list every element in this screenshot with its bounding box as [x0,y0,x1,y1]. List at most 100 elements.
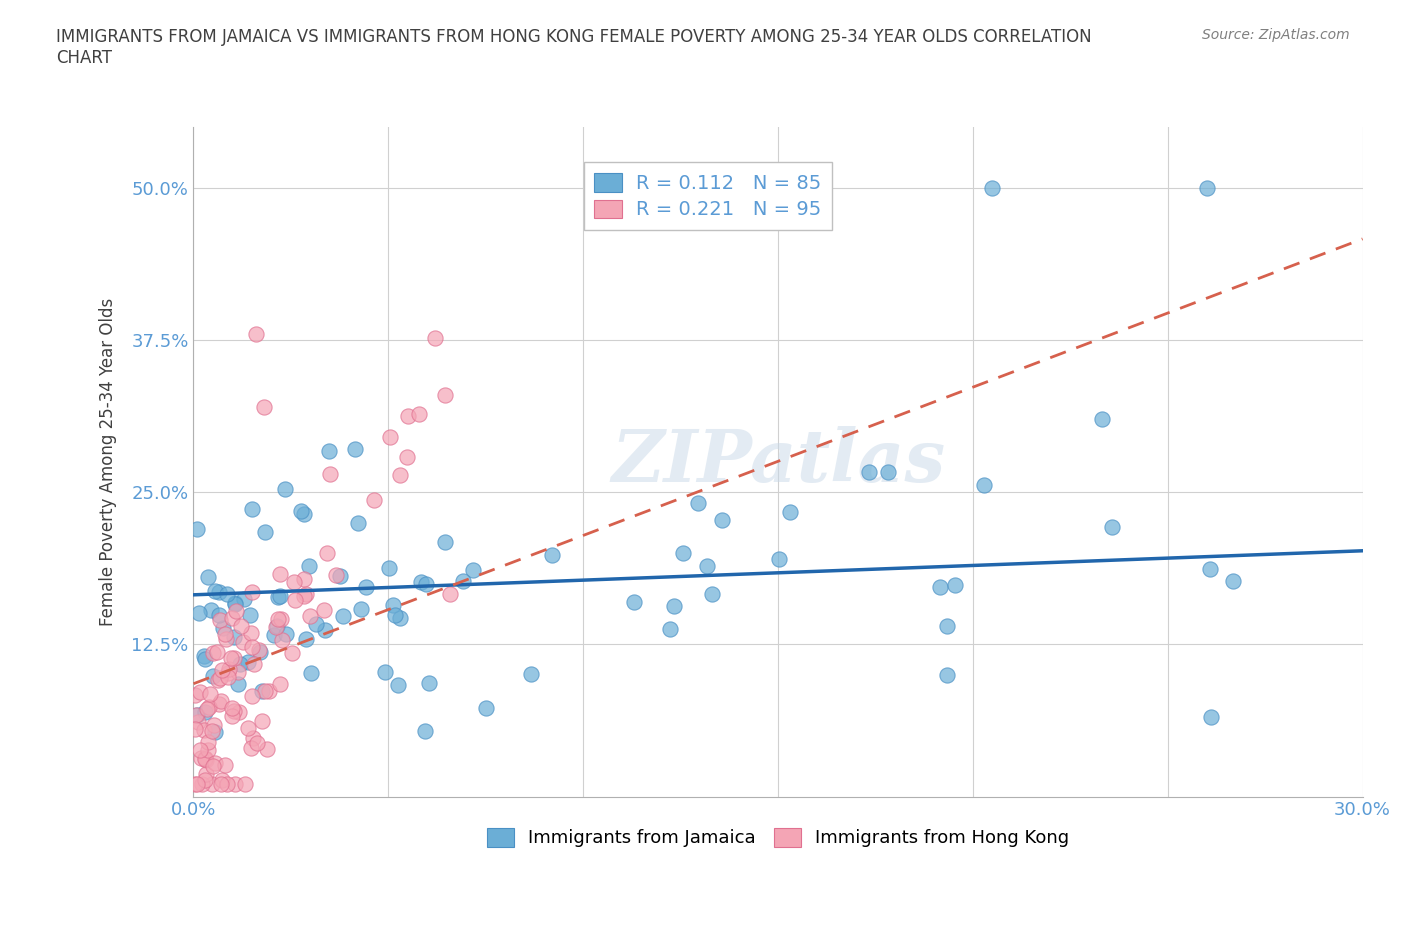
Immigrants from Jamaica [768,551,790,566]
Text: Source: ZipAtlas.com: Source: ZipAtlas.com [1202,28,1350,42]
Immigrants from Jamaica [711,512,734,527]
Y-axis label: Female Poverty Among 25-34 Year Olds: Female Poverty Among 25-34 Year Olds [100,298,117,626]
Immigrants from Jamaica [474,700,496,715]
Immigrants from Jamaica [208,585,231,600]
Immigrants from Jamaica [541,547,564,562]
Immigrants from Hong Kong [434,387,457,402]
Immigrants from Jamaica [224,595,246,610]
Immigrants from Hong Kong [214,627,236,642]
Immigrants from Hong Kong [256,742,278,757]
Immigrants from Hong Kong [209,694,232,709]
Immigrants from Hong Kong [264,619,287,634]
Immigrants from Hong Kong [190,751,212,765]
Immigrants from Hong Kong [253,399,276,414]
Immigrants from Hong Kong [253,684,276,698]
Immigrants from Jamaica [346,515,368,530]
Immigrants from Hong Kong [186,707,208,722]
Immigrants from Hong Kong [299,609,322,624]
Immigrants from Hong Kong [191,777,214,791]
Immigrants from Jamaica [981,180,1004,195]
Immigrants from Hong Kong [217,666,239,681]
Immigrants from Jamaica [297,558,319,573]
Immigrants from Hong Kong [211,663,233,678]
Immigrants from Jamaica [623,594,645,609]
Immigrants from Jamaica [1201,710,1223,724]
Immigrants from Hong Kong [184,777,207,791]
Immigrants from Jamaica [292,507,315,522]
Immigrants from Jamaica [382,597,405,612]
Immigrants from Hong Kong [194,751,217,766]
Immigrants from Hong Kong [209,671,232,685]
Immigrants from Hong Kong [195,701,218,716]
Immigrants from Hong Kong [193,723,215,737]
Immigrants from Hong Kong [378,430,401,445]
Immigrants from Hong Kong [388,468,411,483]
Immigrants from Jamaica [266,590,288,604]
Immigrants from Hong Kong [214,758,236,773]
Immigrants from Jamaica [349,602,371,617]
Immigrants from Hong Kong [315,545,337,560]
Immigrants from Jamaica [943,578,966,592]
Legend: Immigrants from Jamaica, Immigrants from Hong Kong: Immigrants from Jamaica, Immigrants from… [479,821,1077,855]
Immigrants from Hong Kong [186,777,208,791]
Immigrants from Jamaica [374,665,396,680]
Immigrants from Jamaica [239,607,262,622]
Immigrants from Jamaica [413,724,436,738]
Immigrants from Jamaica [240,501,263,516]
Immigrants from Jamaica [212,620,235,635]
Immigrants from Hong Kong [271,632,294,647]
Immigrants from Hong Kong [231,618,253,633]
Immigrants from Hong Kong [267,611,290,626]
Immigrants from Hong Kong [228,704,250,719]
Immigrants from Hong Kong [270,611,292,626]
Immigrants from Hong Kong [250,714,273,729]
Immigrants from Hong Kong [221,708,243,723]
Immigrants from Hong Kong [194,752,217,767]
Immigrants from Hong Kong [207,672,229,687]
Immigrants from Hong Kong [194,766,217,781]
Immigrants from Hong Kong [219,651,242,666]
Text: ZIPatlas: ZIPatlas [612,426,945,498]
Immigrants from Jamaica [299,665,322,680]
Immigrants from Hong Kong [218,661,240,676]
Immigrants from Hong Kong [211,773,233,788]
Immigrants from Jamaica [343,442,366,457]
Immigrants from Hong Kong [240,625,263,640]
Immigrants from Hong Kong [319,466,342,481]
Immigrants from Hong Kong [232,634,254,649]
Immigrants from Hong Kong [363,493,385,508]
Immigrants from Jamaica [779,505,801,520]
Immigrants from Jamaica [520,667,543,682]
Immigrants from Hong Kong [325,567,347,582]
Immigrants from Hong Kong [224,703,246,718]
Immigrants from Jamaica [702,587,724,602]
Immigrants from Jamaica [463,563,485,578]
Immigrants from Hong Kong [208,697,231,711]
Immigrants from Jamaica [409,575,432,590]
Immigrants from Jamaica [709,205,731,219]
Immigrants from Jamaica [186,708,208,723]
Immigrants from Jamaica [662,599,685,614]
Immigrants from Hong Kong [198,686,221,701]
Immigrants from Hong Kong [233,777,256,791]
Immigrants from Jamaica [204,724,226,739]
Immigrants from Hong Kong [439,587,461,602]
Immigrants from Jamaica [1091,411,1114,426]
Immigrants from Jamaica [188,605,211,620]
Immigrants from Jamaica [1222,574,1244,589]
Immigrants from Jamaica [451,574,474,589]
Immigrants from Hong Kong [188,743,211,758]
Immigrants from Hong Kong [194,751,217,765]
Immigrants from Hong Kong [281,646,304,661]
Immigrants from Jamaica [266,618,288,633]
Immigrants from Hong Kong [190,684,212,699]
Immigrants from Jamaica [696,559,718,574]
Immigrants from Hong Kong [283,575,305,590]
Immigrants from Hong Kong [202,645,225,660]
Immigrants from Hong Kong [187,714,209,729]
Immigrants from Hong Kong [395,449,418,464]
Immigrants from Hong Kong [292,572,315,587]
Immigrants from Jamaica [877,464,900,479]
Immigrants from Hong Kong [284,592,307,607]
Immigrants from Hong Kong [245,326,267,341]
